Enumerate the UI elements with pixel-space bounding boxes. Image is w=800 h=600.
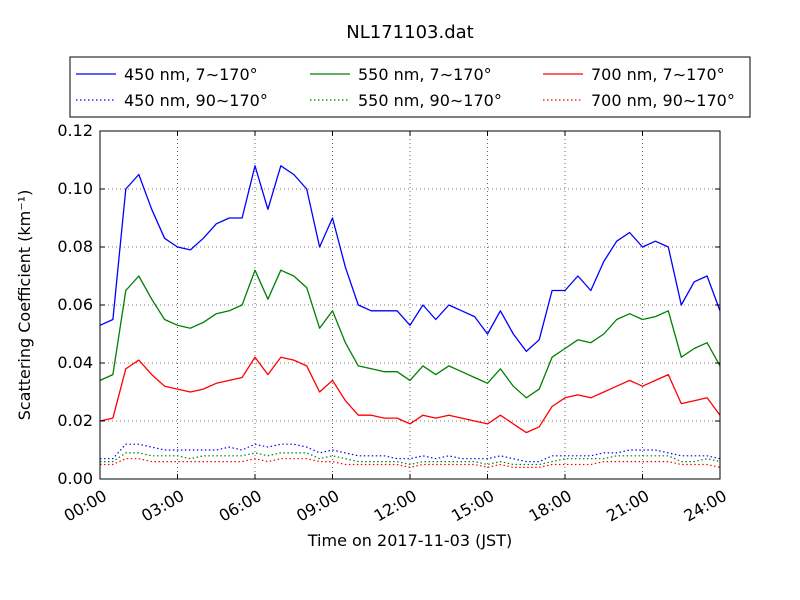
series-lines [99,165,721,468]
chart-title: NL171103.dat [346,22,473,43]
legend-label: 550 nm, 7∼170° [358,65,492,84]
y-tick-label: 0.08 [57,237,93,256]
y-tick-label: 0.10 [57,179,93,198]
y-tick-label: 0.06 [57,295,93,314]
y-tick-label: 0.04 [57,353,93,372]
y-axis-label: Scattering Coefficient (km⁻¹) [15,190,34,421]
y-tick-label: 0.02 [57,411,93,430]
series-line [100,443,721,463]
legend-label: 550 nm, 90∼170° [358,91,502,110]
series-line [100,452,721,466]
series-line [99,165,721,353]
x-axis-label: Time on 2017-11-03 (JST) [307,531,512,550]
y-tick-label: 0.00 [57,469,93,488]
legend-box [69,56,751,118]
series-line [99,356,721,434]
legend-label: 700 nm, 7∼170° [591,65,725,84]
series-line [100,458,721,468]
series-line [99,269,721,399]
legend-label: 450 nm, 7∼170° [124,65,258,84]
grid [100,131,720,479]
y-tick-label: 0.12 [57,121,93,140]
legend-label: 450 nm, 90∼170° [124,91,268,110]
legend: 450 nm, 7∼170° 450 nm, 90∼170° 550 nm, 7∼1… [69,56,751,118]
legend-label: 700 nm, 90∼170° [591,91,735,110]
